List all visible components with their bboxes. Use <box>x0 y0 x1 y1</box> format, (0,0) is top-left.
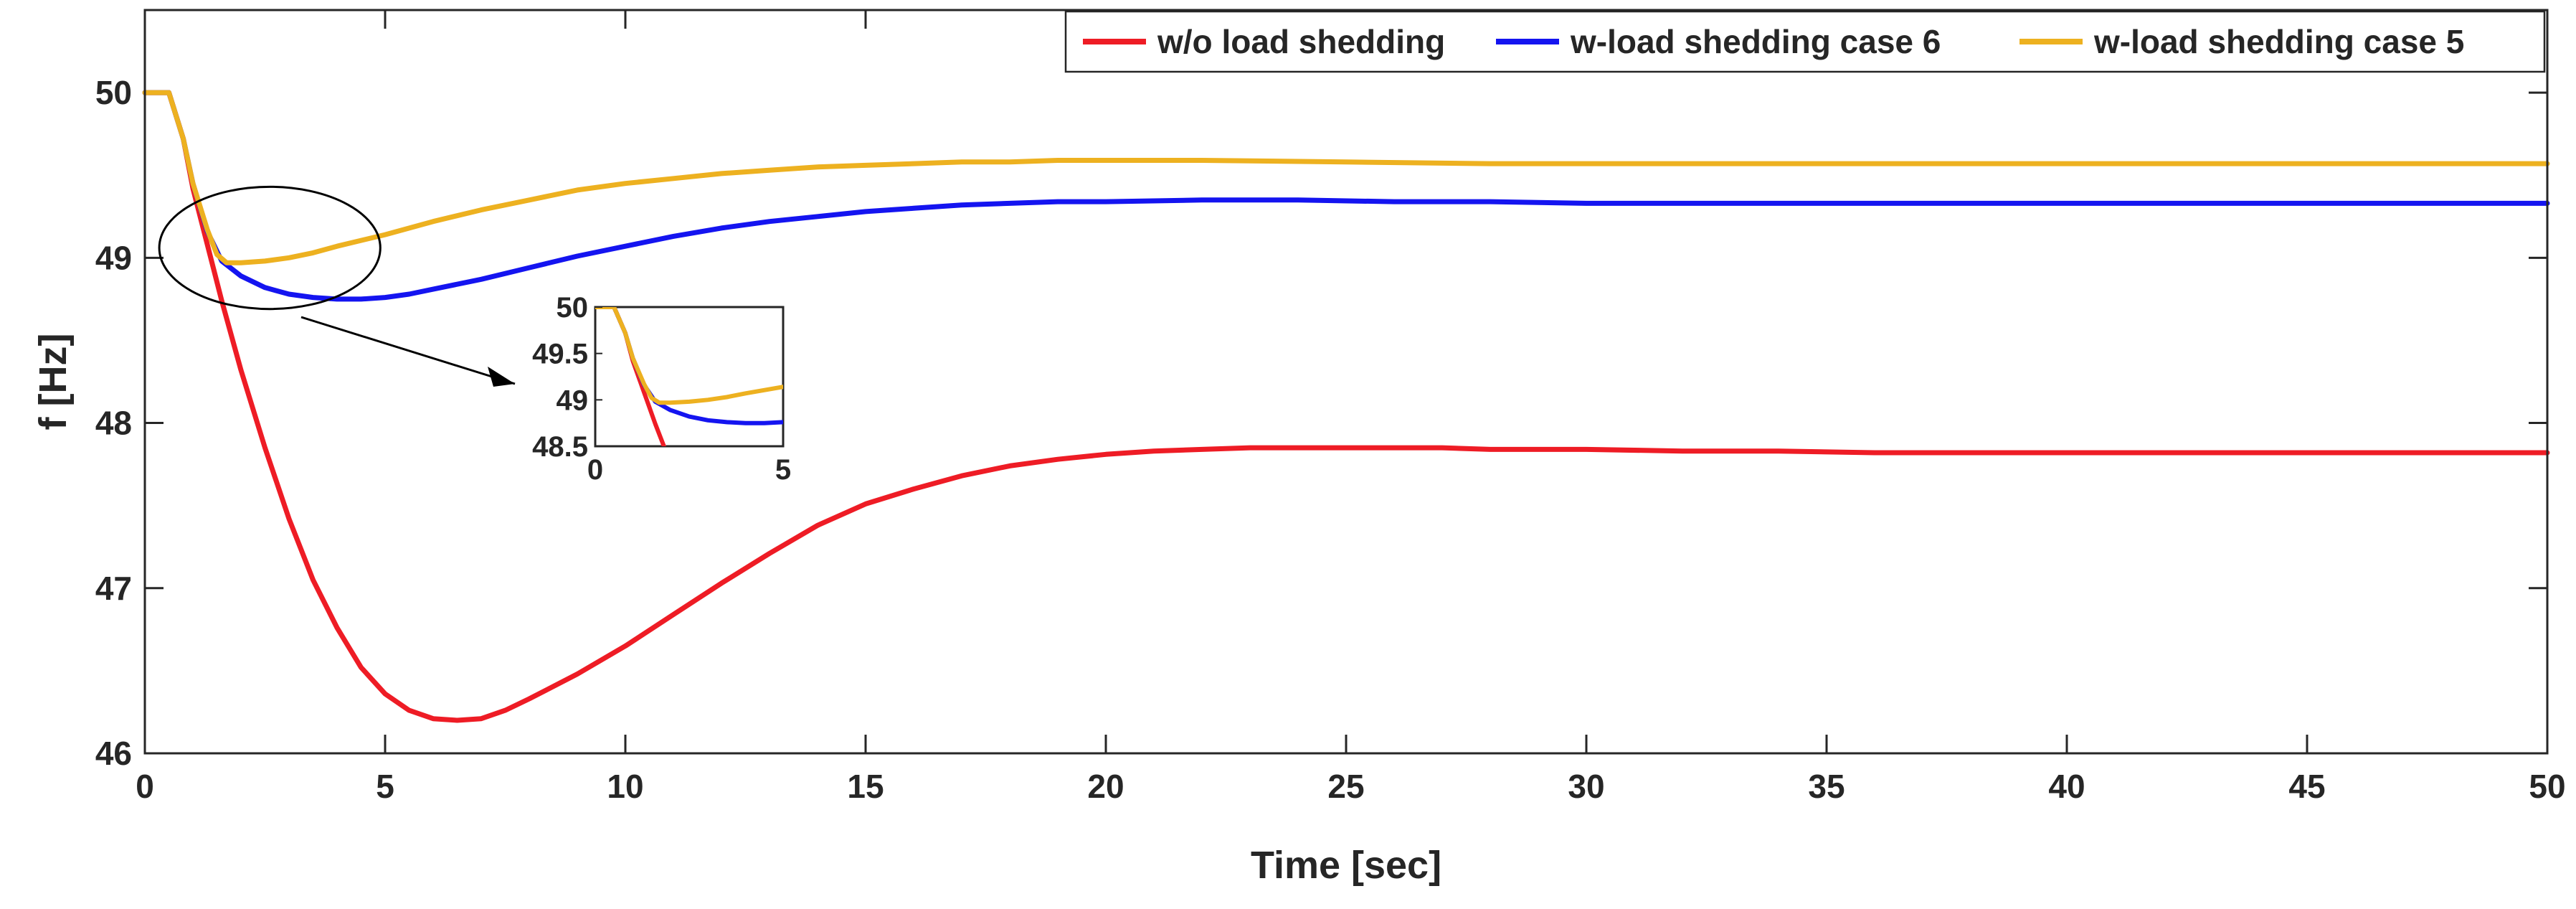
x-tick-label: 35 <box>1808 768 1845 805</box>
legend-label-1: w/o load shedding <box>1157 23 1445 60</box>
plot-frame <box>143 9 2549 755</box>
x-axis-title: Time [sec] <box>1251 844 1441 887</box>
inset-y-tick-label: 49.5 <box>532 339 588 370</box>
x-tick-label: 10 <box>607 768 643 805</box>
y-axis-title: f [Hz] <box>32 334 75 430</box>
legend-box <box>1064 10 2546 73</box>
x-tick-label: 50 <box>2529 768 2565 805</box>
zoom-ellipse <box>158 185 382 311</box>
legend-label-2: w-load shedding case 6 <box>1570 23 1941 60</box>
y-tick-label: 49 <box>95 239 132 276</box>
inset-x-tick-label: 5 <box>775 454 791 486</box>
x-tick-label: 45 <box>2288 768 2325 805</box>
series-line-3 <box>142 90 2550 265</box>
x-tick-label: 30 <box>1568 768 1604 805</box>
plot-area <box>145 10 2547 753</box>
x-tick-label: 25 <box>1327 768 1364 805</box>
x-tick-label: 20 <box>1087 768 1124 805</box>
inset-series-line-3 <box>595 307 783 405</box>
zoom-arrow-line <box>300 316 516 385</box>
inset-y-tick-label: 50 <box>557 292 589 324</box>
zoom-arrow-head <box>488 367 515 387</box>
inset-series-group <box>595 307 783 446</box>
series-group <box>142 90 2550 723</box>
y-tick-label: 50 <box>95 74 132 111</box>
x-tick-label: 0 <box>136 768 154 805</box>
series-line-1 <box>142 90 2550 723</box>
inset-y-tick-label: 48.5 <box>532 431 588 463</box>
inset-y-tick-label: 49 <box>557 385 589 416</box>
x-tick-label: 40 <box>2048 768 2085 805</box>
legend-label-3: w-load shedding case 5 <box>2093 23 2464 60</box>
y-tick-label: 46 <box>95 735 132 772</box>
y-tick-label: 47 <box>95 570 132 607</box>
x-tick-label: 5 <box>376 768 394 805</box>
x-tick-label: 15 <box>847 768 884 805</box>
y-tick-label: 48 <box>95 405 132 442</box>
series-line-2 <box>142 90 2550 302</box>
inset-x-tick-label: 0 <box>587 454 603 486</box>
